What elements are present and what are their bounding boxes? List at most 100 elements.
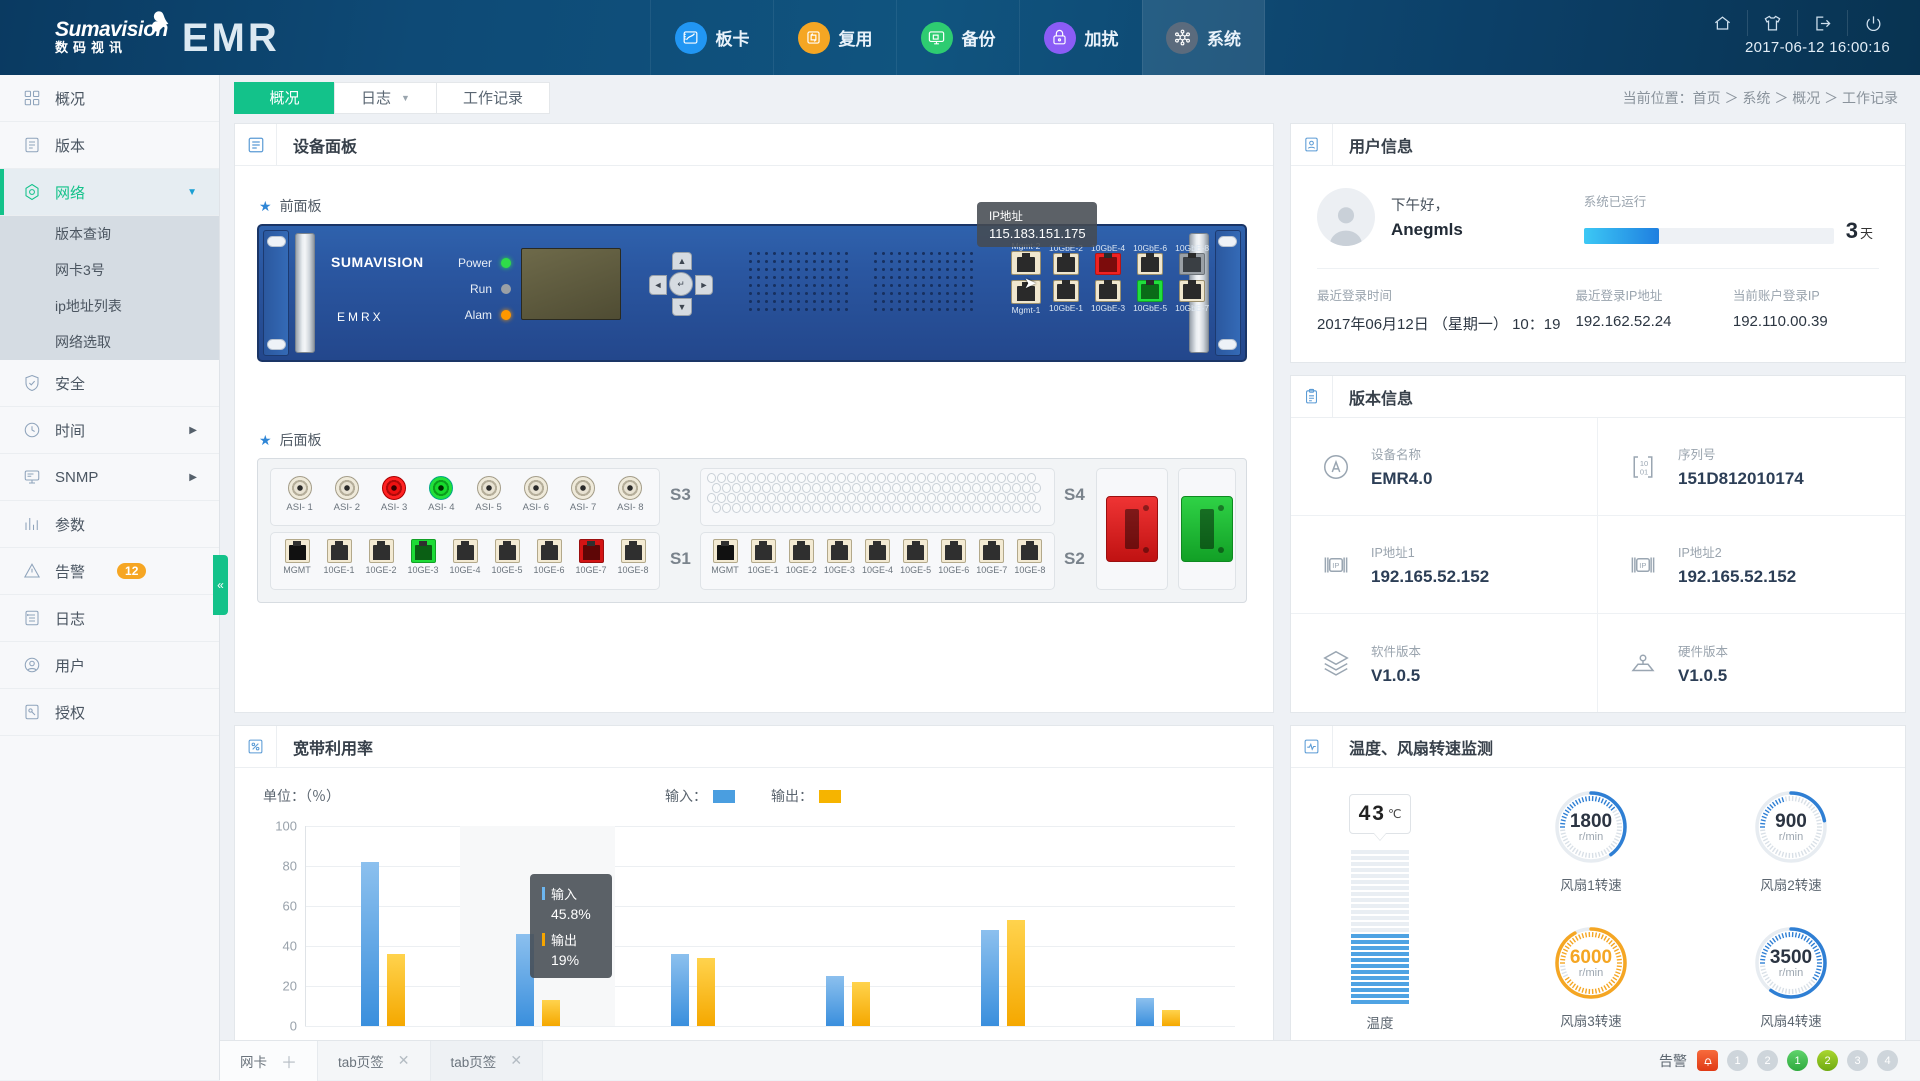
sidebar-item-11[interactable]: 授权 (0, 689, 219, 736)
chart-bar-output-5[interactable] (1007, 920, 1025, 1026)
s1-port-10GE-1[interactable]: 10GE-1 (321, 539, 357, 575)
sidebar-item-3[interactable]: 网络▼ (0, 169, 219, 216)
rear-slot-s3-group[interactable]: ASI- 1 ASI- 2 ASI- 3 ASI- 4 ASI- 5 ASI- 6 ASI-… (270, 468, 660, 526)
s2-port-10GE-3[interactable]: 10GE-3 (823, 539, 855, 575)
rear-psu-2[interactable] (1178, 468, 1236, 590)
s2-port-MGMT[interactable]: MGMT (709, 539, 741, 575)
chart-bar-output-6[interactable] (1162, 1010, 1180, 1026)
s1-port-10GE-6[interactable]: 10GE-6 (531, 539, 567, 575)
front-dpad[interactable]: ▲ ◄ ► ▼ ↵ (649, 252, 713, 316)
front-port-10GbE-7[interactable]: 10GbE-7 (1175, 280, 1209, 313)
s1-port-10GE-2[interactable]: 10GE-2 (363, 539, 399, 575)
chart-bar-output-4[interactable] (852, 982, 870, 1026)
topnav-item-4[interactable]: 加扰 (1019, 0, 1142, 75)
front-port-10GbE-1[interactable]: 10GbE-1 (1049, 280, 1083, 313)
chart-bar-input-6[interactable] (1136, 998, 1154, 1026)
sidebar-item-5[interactable]: 时间▶ (0, 407, 219, 454)
front-port-10GbE-5[interactable]: 10GbE-5 (1133, 280, 1167, 313)
chart-bar-input-5[interactable] (981, 930, 999, 1026)
sidebar-item-2[interactable]: 版本 (0, 122, 219, 169)
front-port-10GbE-4[interactable]: 10GbE-4 (1091, 242, 1125, 275)
asi-port-ASI-6[interactable]: ASI- 6 (517, 476, 554, 513)
bottom-tab-1[interactable]: 网卡＋ (220, 1041, 318, 1081)
s1-port-10GE-8[interactable]: 10GE-8 (615, 539, 651, 575)
rear-psu-1[interactable] (1096, 468, 1168, 590)
alarm-indicator-2[interactable]: 2 (1757, 1050, 1778, 1071)
asi-port-ASI-2[interactable]: ASI- 2 (328, 476, 365, 513)
sidebar-item-10[interactable]: 用户 (0, 642, 219, 689)
chevron-right-icon[interactable]: ▶ (189, 425, 197, 436)
s1-port-10GE-7[interactable]: 10GE-7 (573, 539, 609, 575)
sidebar-collapse-handle[interactable]: « (213, 555, 228, 615)
front-port-10GbE-3[interactable]: 10GbE-3 (1091, 280, 1125, 313)
front-port-10GbE-6[interactable]: 10GbE-6 (1133, 242, 1167, 275)
close-tab-icon[interactable]: ✕ (398, 1052, 410, 1069)
home-icon[interactable] (1698, 10, 1748, 36)
asi-port-ASI-1[interactable]: ASI- 1 (281, 476, 318, 513)
asi-port-ASI-7[interactable]: ASI- 7 (565, 476, 602, 513)
chart-bar-output-1[interactable] (387, 954, 405, 1026)
close-tab-icon[interactable]: ✕ (510, 1052, 522, 1069)
s2-port-10GE-8[interactable]: 10GE-8 (1014, 539, 1046, 575)
sidebar-item-9[interactable]: 日志 (0, 595, 219, 642)
topnav-item-5[interactable]: 系统 (1142, 0, 1265, 75)
page-tab-2[interactable]: 日志▼ (334, 82, 436, 114)
s2-port-10GE-5[interactable]: 10GE-5 (900, 539, 932, 575)
power-icon[interactable] (1848, 10, 1898, 36)
dpad-down-icon[interactable]: ▼ (672, 298, 692, 316)
chevron-down-icon[interactable]: ▼ (401, 93, 410, 103)
alarm-indicator-1[interactable]: 1 (1727, 1050, 1748, 1071)
asi-port-ASI-4[interactable]: ASI- 4 (423, 476, 460, 513)
s2-port-10GE-4[interactable]: 10GE-4 (861, 539, 893, 575)
dpad-up-icon[interactable]: ▲ (672, 252, 692, 270)
asi-port-ASI-3[interactable]: ASI- 3 (376, 476, 413, 513)
logout-icon[interactable] (1798, 10, 1848, 36)
alarm-bell-icon[interactable] (1697, 1050, 1718, 1071)
s2-port-10GE-7[interactable]: 10GE-7 (976, 539, 1008, 575)
dpad-left-icon[interactable]: ◄ (649, 275, 667, 295)
page-tab-1[interactable]: 概况 (234, 82, 334, 114)
front-port-10GbE-8[interactable]: 10GbE-8 (1175, 242, 1209, 275)
bottom-tab-3[interactable]: tab页签✕ (431, 1041, 544, 1081)
rear-slot-s4-group[interactable] (700, 468, 1055, 526)
s2-port-10GE-1[interactable]: 10GE-1 (747, 539, 779, 575)
sidebar-subitem-2[interactable]: 网卡3号 (0, 252, 219, 288)
dpad-enter-icon[interactable]: ↵ (669, 272, 693, 296)
asi-port-ASI-8[interactable]: ASI- 8 (612, 476, 649, 513)
alarm-indicator-3[interactable]: 1 (1787, 1050, 1808, 1071)
sidebar-subitem-4[interactable]: 网络选取 (0, 324, 219, 360)
avatar[interactable] (1317, 188, 1375, 246)
chart-bar-output-2[interactable] (542, 1000, 560, 1026)
s1-port-MGMT[interactable]: MGMT (279, 539, 315, 575)
s2-port-10GE-6[interactable]: 10GE-6 (938, 539, 970, 575)
topnav-item-3[interactable]: 备份 (896, 0, 1019, 75)
topnav-item-2[interactable]: 复用 (773, 0, 896, 75)
s1-port-10GE-4[interactable]: 10GE-4 (447, 539, 483, 575)
chart-legend-item-2[interactable]: 输出： (771, 786, 841, 806)
chart-bar-input-4[interactable] (826, 976, 844, 1026)
chart-bar-input-3[interactable] (671, 954, 689, 1026)
add-tab-icon[interactable]: ＋ (281, 1049, 297, 1073)
sidebar-item-6[interactable]: SNMP▶ (0, 454, 219, 501)
brand-logo[interactable]: ❥ Sumavision 数码视讯 EMR (0, 0, 230, 75)
asi-port-ASI-5[interactable]: ASI- 5 (470, 476, 507, 513)
s1-port-10GE-3[interactable]: 10GE-3 (405, 539, 441, 575)
alarm-indicator-5[interactable]: 3 (1847, 1050, 1868, 1071)
chevron-right-icon[interactable]: ▶ (189, 472, 197, 483)
page-tab-3[interactable]: 工作记录 (436, 82, 550, 114)
s2-port-10GE-2[interactable]: 10GE-2 (785, 539, 817, 575)
sidebar-item-4[interactable]: 安全 (0, 360, 219, 407)
dpad-right-icon[interactable]: ► (695, 275, 713, 295)
sidebar-subitem-3[interactable]: ip地址列表 (0, 288, 219, 324)
bottom-tab-2[interactable]: tab页签✕ (318, 1041, 431, 1081)
chart-bar-input-1[interactable] (361, 862, 379, 1026)
sidebar-item-7[interactable]: 参数 (0, 501, 219, 548)
alarm-indicator-6[interactable]: 4 (1877, 1050, 1898, 1071)
topnav-item-1[interactable]: 板卡 (650, 0, 773, 75)
chart-bar-input-2[interactable] (516, 934, 534, 1026)
chevron-down-icon[interactable]: ▼ (187, 187, 197, 198)
